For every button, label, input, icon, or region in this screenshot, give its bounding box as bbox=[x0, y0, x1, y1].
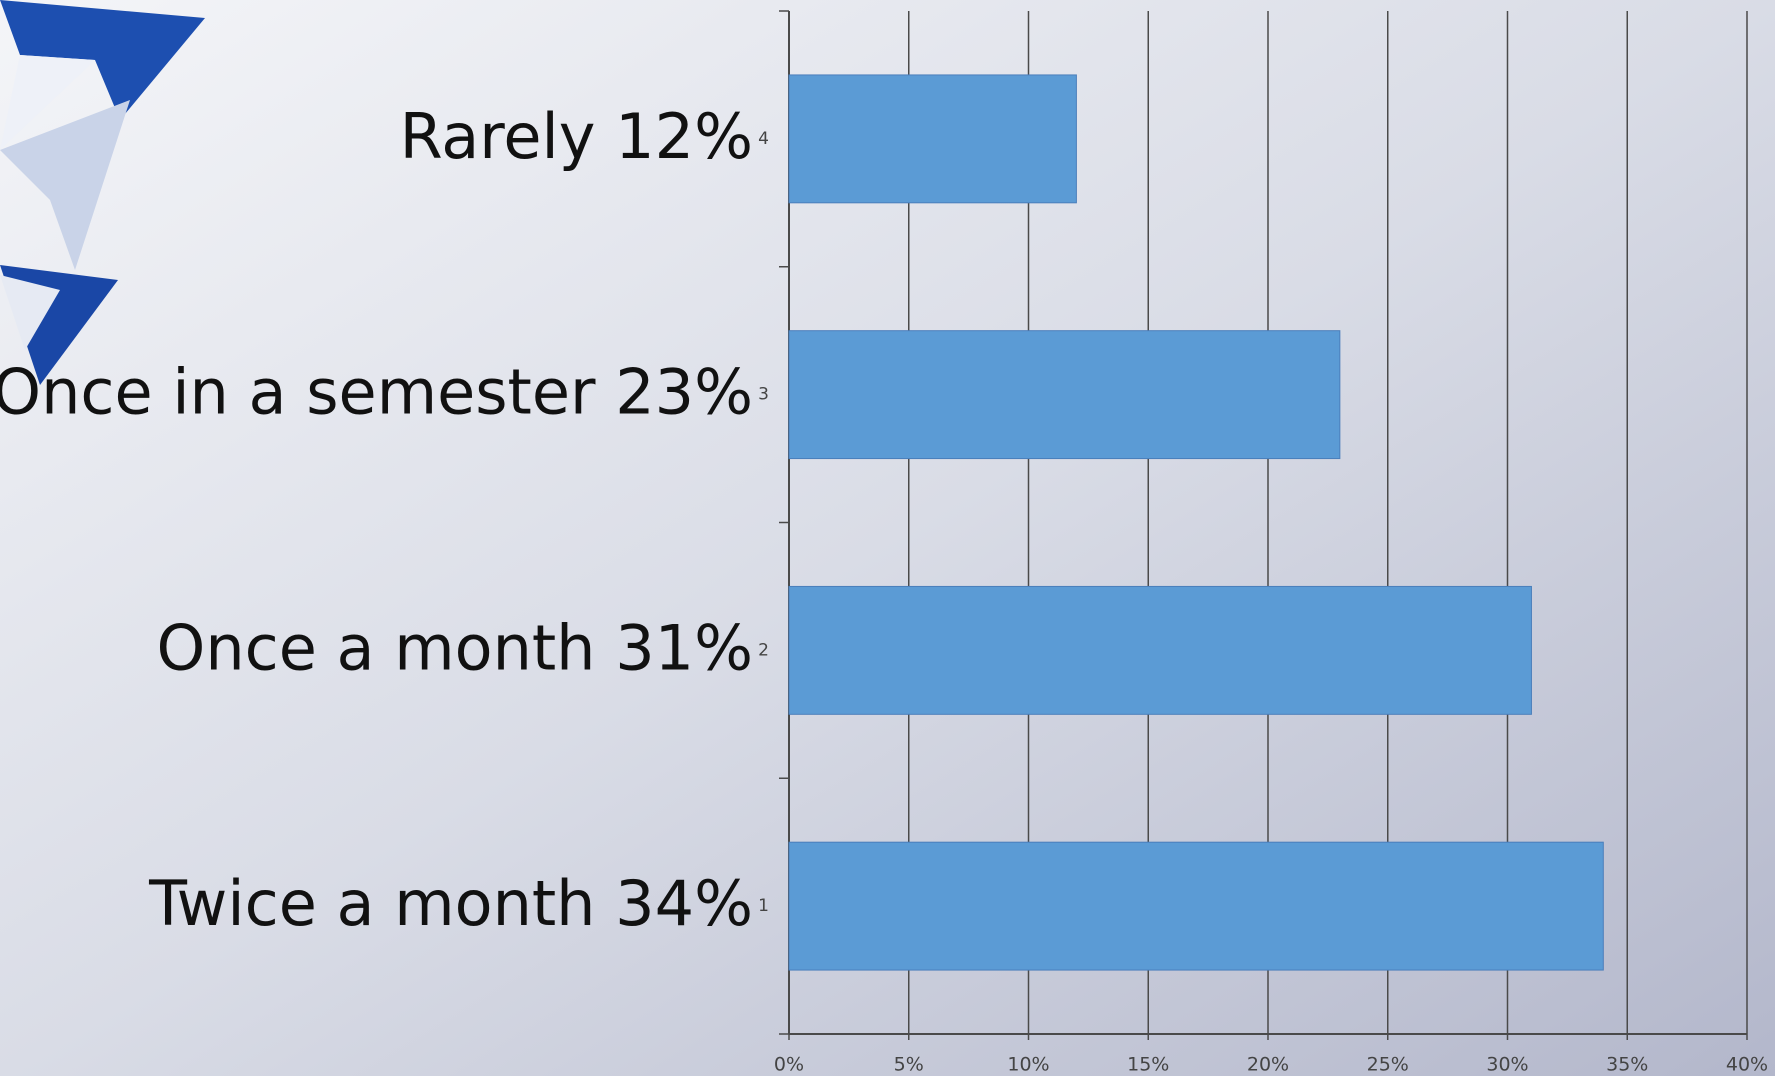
value-label: Once a month 31% bbox=[157, 611, 753, 684]
chart: 0% 5% 10% 15% 20% 25% 30% 35% 40% 1Twice a month … bbox=[0, 0, 1775, 1076]
x-tick-label: 40% bbox=[1726, 1054, 1768, 1076]
x-tick-label: 10% bbox=[1007, 1054, 1049, 1076]
x-tick-label: 0% bbox=[774, 1054, 804, 1076]
x-tick-label: 15% bbox=[1127, 1054, 1169, 1076]
y-tick-label: 2 bbox=[758, 640, 769, 660]
x-tick-label: 30% bbox=[1486, 1054, 1528, 1076]
y-tick-label: 4 bbox=[758, 129, 769, 149]
y-tick-label: 3 bbox=[758, 385, 769, 405]
value-label: Rarely 12% bbox=[400, 100, 753, 173]
x-tick-label: 25% bbox=[1367, 1054, 1409, 1076]
bar bbox=[789, 842, 1603, 970]
y-tick-label: 1 bbox=[758, 896, 769, 916]
x-tick-label: 5% bbox=[894, 1054, 924, 1076]
value-label: Twice a month 34% bbox=[148, 867, 753, 940]
bar bbox=[789, 75, 1076, 203]
value-label: Once in a semester 23% bbox=[0, 356, 753, 429]
bar bbox=[789, 586, 1531, 714]
bar bbox=[789, 331, 1340, 459]
page: 0% 5% 10% 15% 20% 25% 30% 35% 40% 1Twice a month … bbox=[0, 0, 1775, 1076]
x-tick-label: 20% bbox=[1247, 1054, 1289, 1076]
x-tick-label: 35% bbox=[1606, 1054, 1648, 1076]
